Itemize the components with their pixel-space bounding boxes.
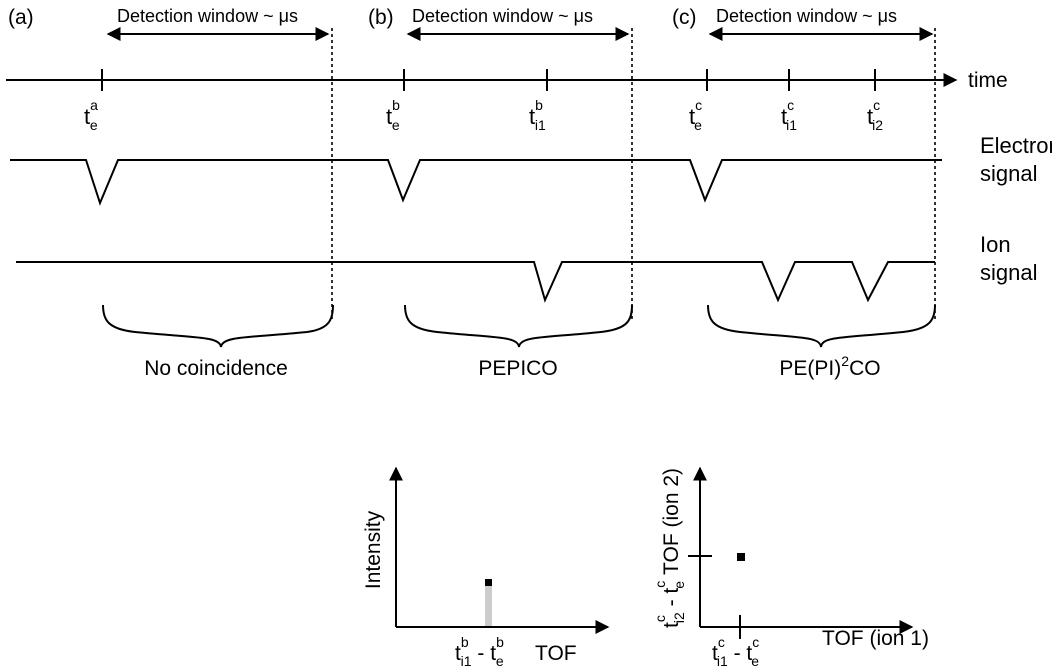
- panel-a-tag: (a): [8, 6, 34, 29]
- outcome-pepipico: PE(PI)2CO: [779, 353, 880, 380]
- plot1-intensity-bar: [485, 584, 492, 626]
- plot2-x-label: TOF (ion 1): [822, 627, 929, 650]
- electron-signal-trace: [10, 159, 942, 206]
- label-te-b: tb e: [386, 97, 400, 133]
- electron-signal-label-2: signal: [980, 161, 1037, 186]
- plot1-x-label: TOF: [535, 642, 577, 665]
- brace-a: [102, 304, 334, 348]
- time-axis-label: time: [968, 69, 1008, 92]
- label-ti1-b: tb i1: [529, 97, 546, 133]
- panel-b-window-label: Detection window ~ μs: [412, 6, 593, 26]
- label-te-c: tc e: [689, 97, 702, 133]
- outcome-no-coincidence: No coincidence: [144, 357, 288, 380]
- plot1-x-tick-label: tb i1 - tb e: [455, 634, 504, 669]
- panel-c-tag: (c): [672, 6, 697, 29]
- panel-a-window-label: Detection window ~ μs: [117, 6, 298, 26]
- panel-c-window-label: Detection window ~ μs: [716, 6, 897, 26]
- label-ti2-c: tc i2: [867, 97, 883, 133]
- plot2-x-tick-label: tc i1 - tc e: [712, 634, 759, 669]
- brace-b: [404, 304, 633, 348]
- electron-signal-label-1: Electron: [980, 133, 1052, 158]
- panel-b-tag: (b): [368, 6, 394, 29]
- ion-signal-label-1: Ion: [980, 232, 1011, 257]
- label-ti1-c: tc i1: [781, 97, 797, 133]
- plot2-y-label: tc i2 - tc eTOF (ion 2): [652, 468, 687, 628]
- outcome-pepico: PEPICO: [478, 357, 557, 380]
- ion-signal-label-2: signal: [980, 260, 1037, 285]
- ion-signal-trace: [16, 261, 935, 303]
- plot1-intensity-peak: [485, 579, 492, 586]
- plot1-y-label: Intensity: [362, 510, 385, 589]
- label-te-a: ta e: [84, 97, 98, 133]
- brace-c: [707, 304, 936, 348]
- plot2-coincidence-point: [737, 553, 745, 561]
